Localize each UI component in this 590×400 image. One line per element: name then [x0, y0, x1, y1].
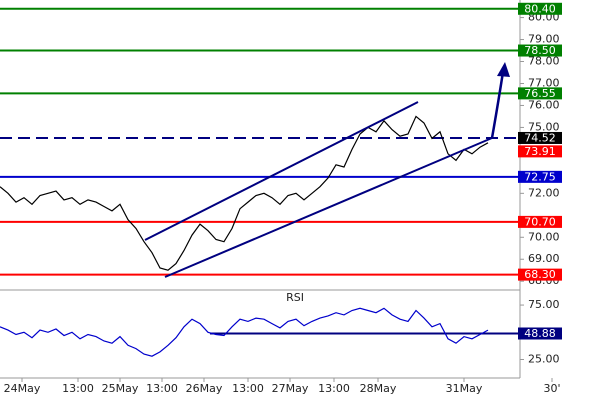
level-label-box: [518, 2, 562, 15]
x-tick-label: 30': [543, 382, 560, 395]
x-tick-label: 25May: [102, 382, 139, 395]
level-label: 74.52: [524, 131, 556, 144]
level-label-box: [518, 145, 562, 158]
level-label-box: [518, 170, 562, 183]
x-tick-label: 13:00: [146, 382, 178, 395]
level-label: 48.88: [524, 327, 556, 340]
arrow: [490, 71, 505, 139]
y-tick-label: 70.00: [528, 230, 560, 243]
level-label-box: [518, 327, 562, 340]
y-tick-label: 76.00: [528, 98, 560, 111]
level-label-box: [518, 215, 562, 228]
y-tick-label: 69.00: [528, 252, 560, 265]
level-label-box: [518, 268, 562, 281]
x-tick-label: 13:00: [232, 382, 264, 395]
series-line: [0, 115, 489, 271]
rsi-title: RSI: [286, 291, 304, 304]
level-label-box: [518, 131, 562, 144]
y-tick-label: 79.00: [528, 33, 560, 46]
level-label: 68.30: [524, 268, 556, 281]
level-label-box: [518, 44, 562, 57]
level-label: 78.50: [524, 44, 556, 57]
level-label: 70.70: [524, 215, 556, 228]
x-tick-label: 28May: [360, 382, 397, 395]
arrow-head: [497, 62, 510, 77]
trend-line: [144, 101, 419, 241]
plot: 68.0069.0070.0072.0075.0076.0077.0078.00…: [0, 7, 560, 365]
x-tick-label: 13:00: [318, 382, 350, 395]
y-tick-label: 77.00: [528, 76, 560, 89]
level-label: 72.75: [524, 170, 556, 183]
x-tick-label: 24May: [4, 382, 41, 395]
y-tick-label: 78.00: [528, 55, 560, 68]
y-tick-label: 75.00: [528, 298, 560, 311]
level-label: 80.40: [524, 2, 556, 15]
x-tick-label: 27May: [272, 382, 309, 395]
y-tick-label: 72.00: [528, 186, 560, 199]
y-tick-label: 75.00: [528, 120, 560, 133]
x-tick-label: 31May: [446, 382, 483, 395]
x-tick-label: 13:00: [62, 382, 94, 395]
y-tick-label: 25.00: [528, 352, 560, 365]
trend-line: [164, 137, 493, 278]
level-label: 76.55: [524, 87, 556, 100]
series-line: [0, 307, 489, 357]
level-label: 73.91: [524, 145, 556, 158]
x-tick-label: 26May: [186, 382, 223, 395]
level-label-box: [518, 87, 562, 100]
